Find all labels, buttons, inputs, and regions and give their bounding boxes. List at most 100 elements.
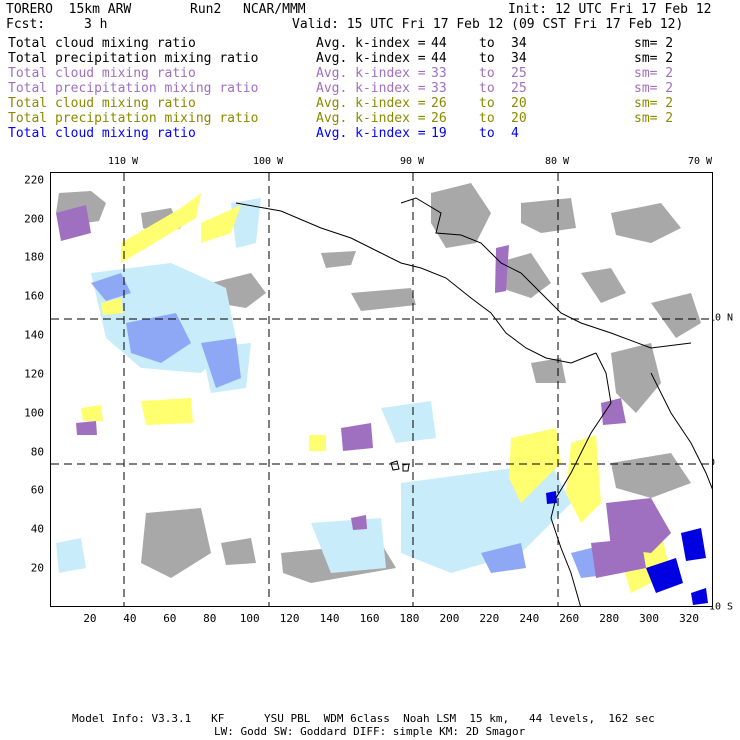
coastline-caribbean	[400, 197, 692, 349]
init-time: Init: 12 UTC Fri 17 Feb 12	[508, 2, 712, 17]
x-tick-label: 280	[599, 612, 620, 625]
x-tick-label: 320	[679, 612, 699, 625]
fcst-label: Fcst:	[6, 17, 46, 32]
lon-label: 110 W	[107, 156, 139, 167]
legend-to-label: to	[479, 36, 495, 51]
coastline-galapagos	[390, 460, 410, 472]
legend-to: 34	[511, 36, 527, 51]
map-plot	[50, 172, 713, 607]
valid-time: Valid: 15 UTC Fri 17 Feb 12 (09 CST Fri …	[292, 17, 684, 32]
graticule	[51, 173, 712, 606]
coastline-andes	[650, 372, 712, 490]
purple-patch	[351, 515, 367, 530]
purple-patch	[606, 498, 671, 553]
legend-from: 33	[431, 81, 447, 96]
x-tick-label: 220	[479, 612, 500, 625]
coastline-central-america	[235, 202, 597, 364]
gray-patch	[141, 508, 211, 578]
y-tick-label: 200	[24, 212, 44, 226]
legend-from: 33	[431, 66, 447, 81]
legend-to: 20	[511, 96, 527, 111]
x-tick-label: 140	[319, 612, 340, 625]
yellow-patch	[141, 398, 193, 425]
gray-patch	[521, 198, 576, 233]
legend-stat: Avg. k-index =	[316, 51, 426, 66]
model-info: Model Info: V3.3.1 KF YSU PBL WDM 6class…	[72, 712, 655, 725]
coastline-south-america	[550, 352, 612, 606]
y-tick-label: 140	[24, 328, 44, 342]
legend-row: Total cloud mixing ratio Avg. k-index = 44…	[8, 36, 733, 51]
lon-label: 100 W	[252, 156, 284, 167]
coastlines	[235, 197, 712, 606]
gray-patch	[611, 343, 661, 413]
yellow-patch	[121, 193, 201, 263]
lon-label: 70 W	[687, 156, 713, 167]
yellow-patch	[309, 435, 326, 451]
legend-smoothing: sm= 2	[634, 81, 674, 96]
purple-patch	[76, 421, 97, 435]
darkblue-patch	[691, 588, 708, 605]
blue-patch	[481, 543, 526, 573]
model-title: TORERO 15km ARW	[6, 2, 132, 17]
gray-patch	[581, 268, 626, 303]
gray-patch	[531, 358, 566, 383]
y-tick-label: 20	[30, 561, 44, 575]
lat-label: 10 N	[709, 312, 734, 324]
legend-field: Total precipitation mixing ratio	[8, 51, 259, 66]
gray-patch	[611, 203, 681, 243]
legend-field: Total cloud mixing ratio	[8, 36, 196, 51]
legend-to-label: to	[479, 66, 495, 81]
yellow-patch	[566, 435, 601, 523]
y-tick-label: 220	[24, 173, 44, 187]
blue-patch	[201, 338, 241, 388]
purple-patch	[601, 398, 626, 425]
gray-patch	[321, 251, 356, 268]
y-tick-label: 80	[30, 445, 44, 459]
legend-to-label: to	[479, 51, 495, 66]
legend-to-label: to	[479, 126, 495, 141]
legend-to: 25	[511, 81, 527, 96]
legend-row: Total precipitation mixing ratio Avg. k-i…	[8, 81, 733, 96]
legend-to-label: to	[479, 111, 495, 126]
lightblue-patch	[231, 198, 261, 248]
y-tick-label: 120	[24, 367, 44, 381]
legend-from: 26	[431, 111, 447, 126]
gray-patch	[351, 288, 416, 311]
lightblue-patch	[311, 518, 386, 573]
purple-patch	[341, 423, 373, 451]
x-tick-label: 160	[359, 612, 380, 625]
darkblue-patch	[646, 558, 683, 593]
legend-to: 34	[511, 51, 527, 66]
blue-patch	[91, 273, 131, 301]
x-tick-label: 100	[239, 612, 260, 625]
x-tick-label: 180	[399, 612, 420, 625]
legend-stat: Avg. k-index =	[316, 81, 426, 96]
yellow-patch	[81, 405, 103, 421]
darkblue-cloud-fields	[546, 491, 708, 605]
purple-patch	[495, 245, 509, 293]
legend-field: Total precipitation mixing ratio	[8, 81, 259, 96]
legend-smoothing: sm= 2	[634, 51, 674, 66]
purple-cloud-fields	[56, 205, 671, 578]
gray-cloud-fields	[56, 183, 701, 583]
gray-patch	[611, 453, 691, 498]
legend-field: Total cloud mixing ratio	[8, 66, 196, 81]
x-tick-label: 80	[203, 612, 217, 625]
legend-from: 19	[431, 126, 447, 141]
legend-smoothing: sm= 2	[634, 66, 674, 81]
legend-row: Total cloud mixing ratio Avg. k-index = 26…	[8, 96, 733, 111]
yellow-patch	[201, 205, 241, 243]
gray-patch	[221, 538, 256, 565]
legend-from: 44	[431, 36, 447, 51]
legend-row: Total cloud mixing ratio Avg. k-index = 33…	[8, 66, 733, 81]
legend-smoothing: sm= 2	[634, 96, 674, 111]
x-tick-label: 40	[123, 612, 137, 625]
x-tick-label: 260	[559, 612, 580, 625]
y-tick-label: 180	[24, 250, 44, 264]
legend-row: Total cloud mixing ratio Avg. k-index = 19…	[8, 126, 733, 141]
lightblue-patch	[381, 401, 436, 443]
darkblue-patch	[546, 491, 557, 504]
purple-patch	[56, 205, 91, 241]
blue-patch	[126, 313, 191, 363]
map-svg	[51, 173, 712, 606]
